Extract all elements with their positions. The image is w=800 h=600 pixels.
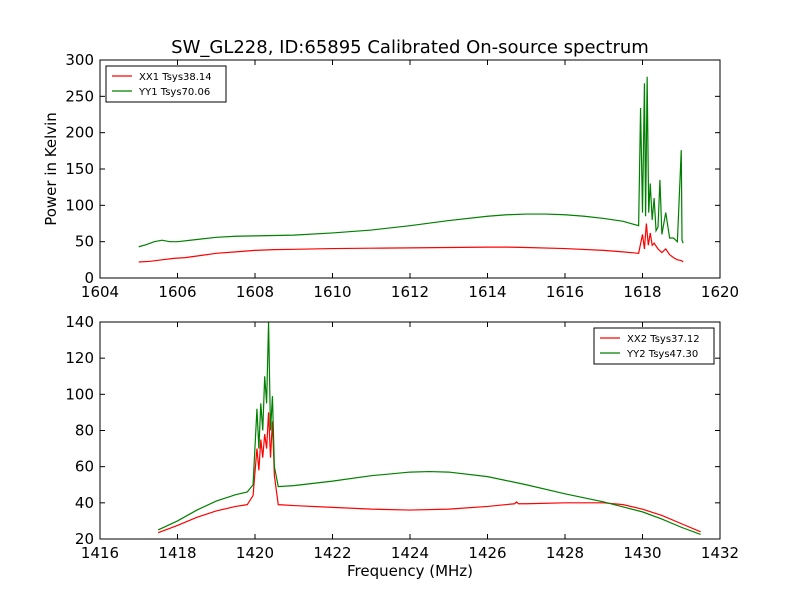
- figure-title: SW_GL228, ID:65895 Calibrated On-source …: [171, 37, 649, 58]
- plot-panel-1: 1604 1606 1608 1610 1612 1614 1616 1618 1620 0 50 1…: [42, 51, 739, 301]
- x-tick-label: 1428: [546, 544, 584, 562]
- x-tick-label: 1620: [701, 283, 739, 301]
- y-tick-label: 300: [65, 51, 94, 69]
- x-tick-label: 1614: [468, 283, 506, 301]
- legend-entry-label: YY1 Tsys70.06: [138, 87, 210, 98]
- x-tick-label: 1610: [313, 283, 351, 301]
- x-tick-label: 1432: [701, 544, 739, 562]
- x-tick-label: 1422: [313, 544, 351, 562]
- legend: XX2 Tsys37.12 YY2 Tsys47.30: [593, 327, 715, 365]
- series-line-red: [157, 412, 701, 534]
- y-tick-label: 200: [65, 124, 94, 142]
- y-axis-label: Power in Kelvin: [42, 112, 60, 226]
- y-tick-label: 100: [65, 385, 94, 403]
- legend-entry-label: XX2 Tsys37.12: [627, 334, 700, 345]
- y-tick-label: 250: [65, 87, 94, 105]
- x-tick-label: 1606: [158, 283, 196, 301]
- plot-panel-2: 1416 1418 1420 1422 1424 1426 1428 1430 1432 20 40…: [65, 313, 739, 580]
- y-tick-label: 140: [65, 313, 94, 331]
- y-tick-label: 0: [84, 269, 94, 287]
- x-tick-label: 1616: [546, 283, 584, 301]
- y-tick-label: 60: [75, 458, 94, 476]
- x-tick-label: 1418: [158, 544, 196, 562]
- y-tick-label: 50: [75, 233, 94, 251]
- y-tick-label: 40: [75, 494, 94, 512]
- legend-box: [105, 65, 227, 103]
- x-tick-label: 1430: [623, 544, 661, 562]
- x-tick-label: 1612: [391, 283, 429, 301]
- x-tick-label: 1608: [236, 283, 274, 301]
- legend-entry-label: XX1 Tsys38.14: [139, 72, 212, 83]
- series-line-green: [138, 76, 684, 248]
- x-tick-label: 1604: [81, 283, 119, 301]
- y-tick-label: 150: [65, 160, 94, 178]
- y-tick-label: 20: [75, 530, 94, 548]
- series-line-green: [157, 322, 701, 536]
- x-tick-label: 1618: [623, 283, 661, 301]
- x-axis-label: Frequency (MHz): [347, 562, 473, 580]
- x-tick-label: 1416: [81, 544, 119, 562]
- legend: XX1 Tsys38.14 YY1 Tsys70.06: [105, 65, 227, 103]
- x-tick-label: 1420: [236, 544, 274, 562]
- legend-box: [593, 327, 715, 365]
- legend-entry-label: YY2 Tsys47.30: [626, 349, 698, 360]
- series-line-red: [138, 223, 684, 263]
- y-tick-label: 80: [75, 422, 94, 440]
- y-tick-label: 100: [65, 196, 94, 214]
- x-tick-label: 1424: [391, 544, 429, 562]
- x-tick-label: 1426: [468, 544, 506, 562]
- y-tick-label: 120: [65, 349, 94, 367]
